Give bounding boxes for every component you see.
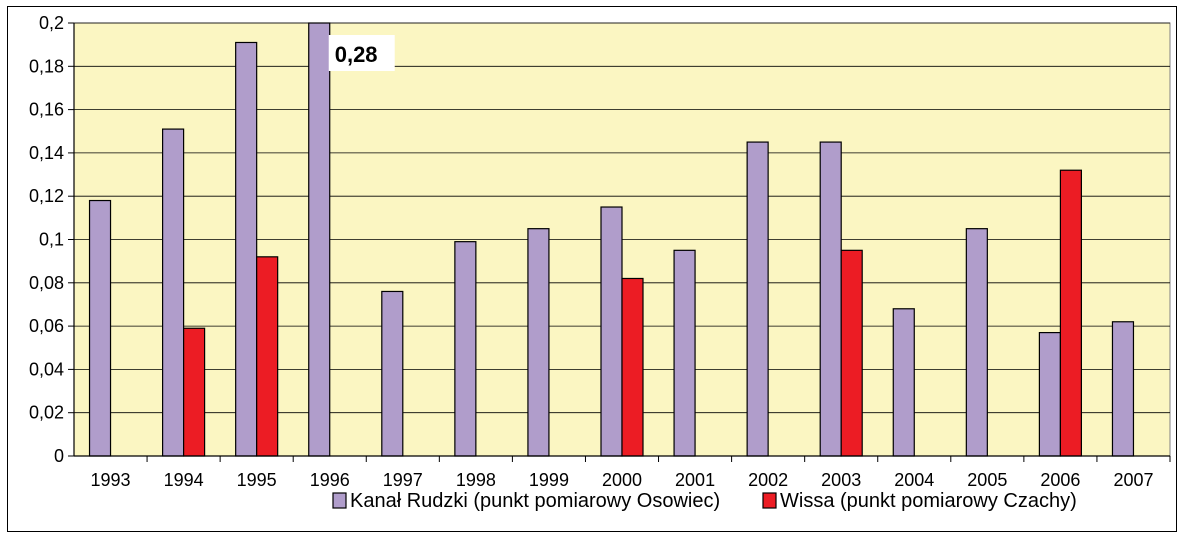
legend: Kanał Rudzki (punkt pomiarowy Osowiec) Wi… [332,490,1077,512]
x-tick-label: 1999 [529,470,569,490]
annotation: 0,28 [328,35,395,71]
x-tick-label: 2006 [1040,470,1080,490]
bar-series1-2002 [746,141,769,457]
x-tick-label: 2004 [894,470,934,490]
x-tick-label: 1996 [310,470,350,490]
x-tick-label: 2007 [1113,470,1153,490]
annotation-box [328,35,395,71]
legend-label: Kanał Rudzki (punkt pomiarowy Osowiec) [350,490,720,512]
bar-series2-2003 [840,249,863,457]
bar-chart: 00,020,040,060,080,10,120,140,160,180,2 … [29,13,1171,512]
x-tick-label: 2003 [821,470,861,490]
bar-series1-2001 [673,249,696,457]
x-tick-label: 2000 [602,470,642,490]
x-tick-label: 1998 [456,470,496,490]
x-tick-label: 2005 [967,470,1007,490]
y-tick-label: 0 [54,446,64,466]
legend-swatch [762,492,777,509]
annotation-label: 0,28 [335,42,378,67]
legend-label: Wissa (punkt pomiarowy Czachy) [780,490,1077,512]
bar-series1-2007 [1111,321,1135,457]
bar-series1-1997 [381,290,404,457]
bar-series1-2000 [600,206,623,457]
x-tick-label: 1993 [91,470,131,490]
bar-series1-1995 [235,41,258,457]
bar-series1-2004 [892,308,915,457]
bar-series1-1998 [454,241,477,457]
bar-series2-1995 [256,256,279,457]
bar-series1-2006 [1038,331,1062,457]
y-tick-label: 0,1 [39,230,64,250]
x-tick-label: 1997 [383,470,423,490]
x-tick-label: 1995 [237,470,277,490]
y-tick-label: 0,18 [29,56,64,76]
y-tick-labels: 0 0,02 0,04 0,06 0,08 0,1 0,12 0,14 0,16 0,18 0,2 [29,13,64,466]
x-tick-label: 2001 [675,470,715,490]
bar-series2-2000 [621,277,644,457]
bar-series1-1996 [308,22,331,457]
legend-swatch [332,492,347,509]
chart-frame: 0 0,02 0,04 0,06 0,08 0,1 0,12 0,14 0,16 0,18 0,2 … [7,6,1177,532]
bar-series1-1993 [88,199,112,457]
y-tick-label: 0,08 [29,273,64,293]
x-tick-labels: 1993 1994 1995 1996 1997 1998 1999 2000 2001 2002… [91,470,1154,490]
y-tick-label: 0,2 [39,13,64,33]
y-tick-label: 0,06 [29,316,64,336]
bar-series1-1994 [162,128,185,457]
bar-series1-1999 [527,228,550,457]
bar-series1-2003 [819,141,842,457]
y-tick-label: 0,02 [29,403,64,423]
y-tick-label: 0,12 [29,186,64,206]
y-tick-label: 0,14 [29,143,64,163]
bars [88,22,1135,457]
bar-series2-1994 [183,327,206,457]
x-tick-label: 1994 [164,470,204,490]
y-tick-label: 0,16 [29,100,64,120]
x-tick-label: 2002 [748,470,788,490]
y-tick-label: 0,04 [29,359,64,379]
axes [73,23,1171,462]
bar-series1-2005 [965,228,988,457]
bar-series2-2006 [1059,169,1083,457]
